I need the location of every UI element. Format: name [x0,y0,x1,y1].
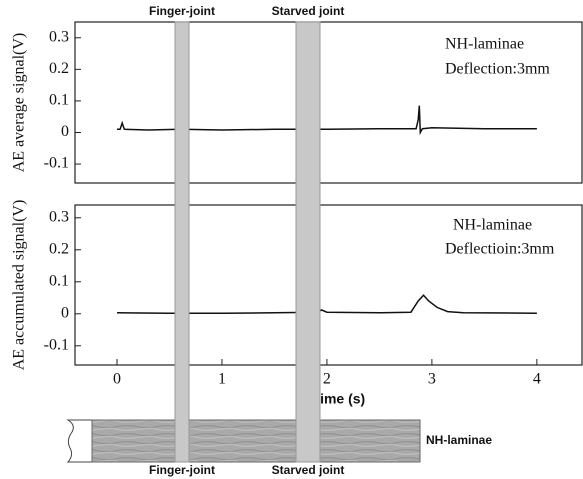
y-axis-label: AE average signal(V) [11,33,28,173]
x-axis-label: Time (s) [312,391,365,407]
x-tick-label: 0 [113,371,121,388]
charts: 0.3 0.2 0.1 0 -0.1 AE average signal(V) NH-lam… [11,21,583,407]
data-line [117,105,537,136]
finger-joint-band [174,21,190,463]
y-tick-label: 0 [61,304,69,321]
y-tick-label: 0.1 [49,92,69,109]
y-tick-label: 0.2 [49,60,69,77]
annotation: NH-laminae [445,36,524,53]
specimen-label: NH-laminae [426,433,492,447]
y-tick-label: 0.2 [49,240,69,257]
plot-frame [74,204,583,366]
x-tick-label: 1 [218,371,226,388]
annotation: NH-laminae [453,217,532,234]
starved-joint-band [295,21,321,463]
joint-bands: Finger-joint Starved joint Finger-joint … [149,4,344,477]
specimen-end [66,419,93,463]
plot-frame [74,21,583,184]
chart: 0.3 0.2 0.1 0 -0.1 0 1 2 3 4 AE accumulated signal… [11,200,583,407]
chart: 0.3 0.2 0.1 0 -0.1 AE average signal(V) NH-lam… [11,21,583,184]
annotation: Deflection:3mm [445,61,550,78]
data-line [116,294,537,314]
y-tick-label: 0 [61,123,69,140]
specimen: NH-laminae [66,419,492,463]
y-tick-label: -0.1 [44,336,69,353]
x-tick-label: 4 [533,371,541,388]
y-tick-label: 0.1 [49,272,69,289]
specimen-body [91,419,421,463]
y-tick-label: -0.1 [44,155,69,172]
annotation: Deflectioin:3mm [445,241,555,258]
joint-label: Starved joint [272,4,345,18]
x-tick-label: 3 [428,371,436,388]
x-tick-label: 2 [323,371,331,388]
y-axis-label: AE accumulated signal(V) [11,200,28,371]
y-tick-label: 0.3 [49,208,69,225]
joint-label: Finger-joint [149,463,215,477]
joint-label: Finger-joint [149,4,215,18]
joint-label: Starved joint [272,463,345,477]
y-tick-label: 0.3 [49,28,69,45]
